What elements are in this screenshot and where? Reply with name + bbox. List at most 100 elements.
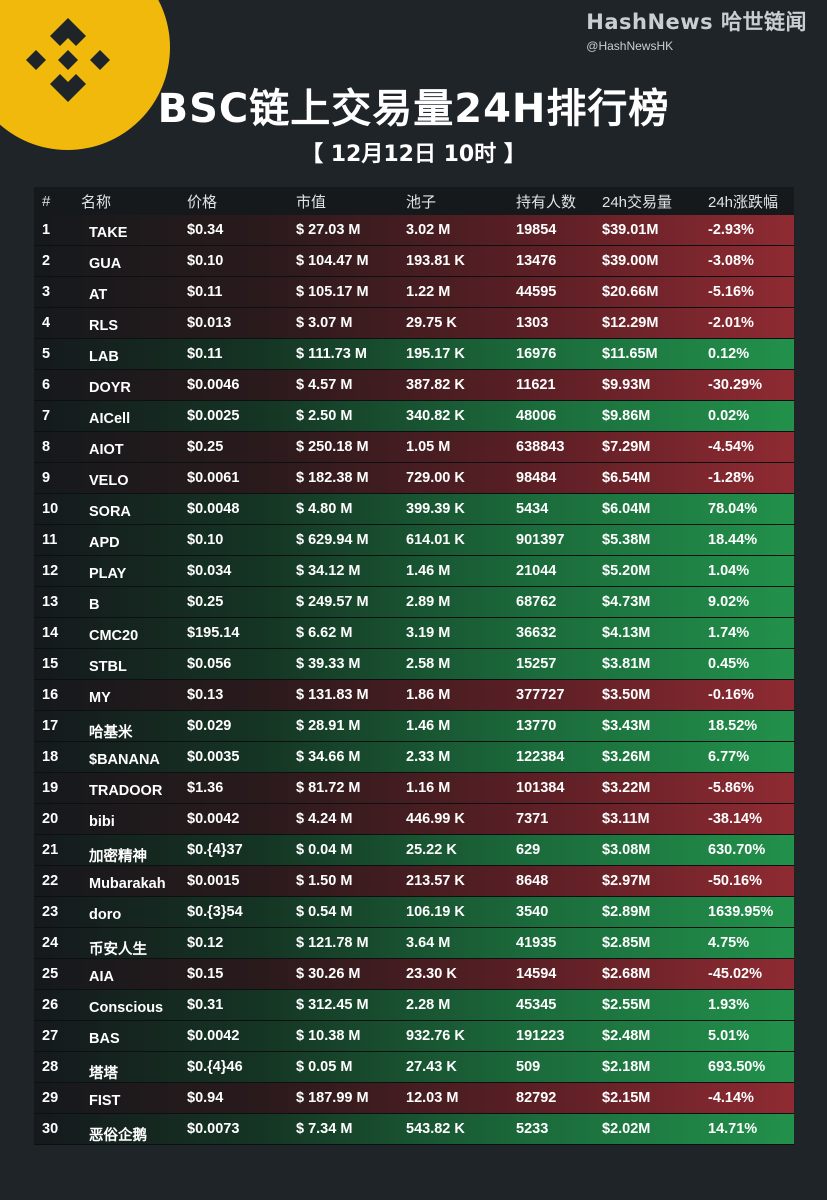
row-change: 6.77% (708, 749, 750, 765)
row-holders: 8648 (516, 873, 549, 889)
row-name: AIOT (89, 442, 124, 458)
row-holders: 14594 (516, 966, 557, 982)
row-price: $0.10 (187, 532, 224, 548)
row-change: -50.16% (708, 873, 763, 889)
row-name: Conscious (89, 1000, 164, 1016)
row-volume: $2.15M (602, 1090, 651, 1106)
row-name: MY (89, 690, 111, 706)
row-pool: 1.05 M (406, 439, 451, 455)
row-volume: $3.81M (602, 656, 651, 672)
row-market-cap: $ 629.94 M (296, 532, 369, 548)
table-row: 12 PLAY $0.034 $ 34.12 M 1.46 M 21044 $5.20M 1.… (34, 556, 794, 587)
row-change: 630.70% (708, 842, 766, 858)
row-volume: $6.54M (602, 470, 651, 486)
row-rank: 5 (42, 346, 51, 362)
row-market-cap: $ 4.57 M (296, 377, 353, 393)
row-pool: 1.46 M (406, 563, 451, 579)
row-name: STBL (89, 659, 127, 675)
row-rank: 2 (42, 253, 51, 269)
header-rank: # (42, 192, 51, 210)
row-holders: 13770 (516, 718, 557, 734)
table-row: 24 币安人生 $0.12 $ 121.78 M 3.64 M 41935 $2.85M 4.… (34, 928, 794, 959)
row-change: 0.12% (708, 346, 750, 362)
row-change: 4.75% (708, 935, 750, 951)
row-market-cap: $ 1.50 M (296, 873, 353, 889)
row-rank: 30 (42, 1121, 59, 1137)
header-change: 24h涨跌幅 (708, 193, 779, 211)
row-change: 0.02% (708, 408, 750, 424)
table-row: 11 APD $0.10 $ 629.94 M 614.01 K 901397 $5.38M… (34, 525, 794, 556)
row-pool: 193.81 K (406, 253, 465, 269)
row-rank: 7 (42, 408, 51, 424)
table-row: 13 B $0.25 $ 249.57 M 2.89 M 68762 $4.73M 9.02% (34, 587, 794, 618)
row-pool: 2.33 M (406, 749, 451, 765)
row-change: -30.29% (708, 377, 763, 393)
row-market-cap: $ 4.24 M (296, 811, 353, 827)
row-name: VELO (89, 473, 129, 489)
row-pool: 932.76 K (406, 1028, 465, 1044)
row-name: SORA (89, 504, 131, 520)
row-name: doro (89, 907, 122, 923)
brand-handle: @HashNewsHK (586, 39, 674, 53)
table-row: 1 TAKE $0.34 $ 27.03 M 3.02 M 19854 $39.01M -2.… (34, 215, 794, 246)
row-holders: 101384 (516, 780, 565, 796)
row-change: 693.50% (708, 1059, 766, 1075)
row-pool: 27.43 K (406, 1059, 457, 1075)
table-row: 27 BAS $0.0042 $ 10.38 M 932.76 K 191223 $2.48… (34, 1021, 794, 1052)
table-row: 3 AT $0.11 $ 105.17 M 1.22 M 44595 $20.66M -5.1… (34, 277, 794, 308)
row-volume: $2.85M (602, 935, 651, 951)
table-body: 1 TAKE $0.34 $ 27.03 M 3.02 M 19854 $39.01M -2.… (34, 215, 794, 1145)
row-volume: $3.22M (602, 780, 651, 796)
row-market-cap: $ 0.05 M (296, 1059, 353, 1075)
row-change: -3.08% (708, 253, 754, 269)
row-name: LAB (89, 349, 119, 365)
row-pool: 399.39 K (406, 501, 465, 517)
table-row: 28 塔塔 $0.{4}46 $ 0.05 M 27.43 K 509 $2.18M 693.… (34, 1052, 794, 1083)
row-name: 加密精神 (89, 849, 147, 865)
row-holders: 48006 (516, 408, 557, 424)
row-market-cap: $ 250.18 M (296, 439, 369, 455)
row-market-cap: $ 131.83 M (296, 687, 369, 703)
row-rank: 16 (42, 687, 59, 703)
row-rank: 22 (42, 873, 59, 889)
row-rank: 10 (42, 501, 59, 517)
row-volume: $4.73M (602, 594, 651, 610)
row-rank: 8 (42, 439, 51, 455)
row-market-cap: $ 2.50 M (296, 408, 353, 424)
row-volume: $2.89M (602, 904, 651, 920)
row-price: $0.034 (187, 563, 232, 579)
row-volume: $5.20M (602, 563, 651, 579)
row-rank: 6 (42, 377, 51, 393)
row-price: $0.0035 (187, 749, 240, 765)
row-volume: $4.13M (602, 625, 651, 641)
row-price: $0.25 (187, 439, 224, 455)
row-market-cap: $ 104.47 M (296, 253, 369, 269)
row-change: 5.01% (708, 1028, 750, 1044)
row-volume: $2.55M (602, 997, 651, 1013)
row-pool: 1.86 M (406, 687, 451, 703)
row-price: $0.34 (187, 222, 224, 238)
row-volume: $2.02M (602, 1121, 651, 1137)
row-pool: 25.22 K (406, 842, 457, 858)
row-price: $0.0015 (187, 873, 240, 889)
row-rank: 12 (42, 563, 59, 579)
row-price: $0.013 (187, 315, 232, 331)
row-holders: 19854 (516, 222, 557, 238)
row-holders: 509 (516, 1059, 541, 1075)
row-name: Mubarakah (89, 876, 166, 892)
row-rank: 13 (42, 594, 59, 610)
row-change: 78.04% (708, 501, 758, 517)
table-row: 2 GUA $0.10 $ 104.47 M 193.81 K 13476 $39.00M -… (34, 246, 794, 277)
row-holders: 15257 (516, 656, 557, 672)
row-rank: 17 (42, 718, 59, 734)
header-holders: 持有人数 (516, 193, 577, 211)
row-rank: 1 (42, 222, 51, 238)
table-row: 25 AIA $0.15 $ 30.26 M 23.30 K 14594 $2.68M -45… (34, 959, 794, 990)
row-market-cap: $ 121.78 M (296, 935, 369, 951)
row-volume: $3.11M (602, 811, 650, 827)
row-market-cap: $ 0.54 M (296, 904, 353, 920)
row-name: TRADOOR (89, 783, 163, 799)
row-rank: 26 (42, 997, 59, 1013)
table-row: 22 Mubarakah $0.0015 $ 1.50 M 213.57 K 8648 $2… (34, 866, 794, 897)
row-holders: 13476 (516, 253, 557, 269)
